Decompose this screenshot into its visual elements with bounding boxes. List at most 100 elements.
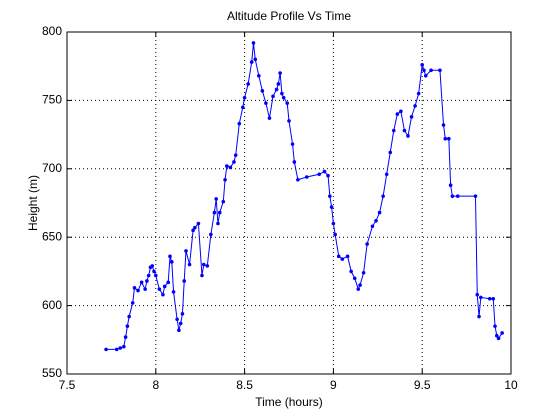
marker xyxy=(494,333,499,338)
marker xyxy=(162,284,167,289)
y-axis-label: Height (m) xyxy=(26,175,40,231)
marker xyxy=(493,324,497,328)
marker xyxy=(168,254,172,259)
marker xyxy=(365,242,369,246)
marker xyxy=(420,63,425,67)
marker xyxy=(422,68,426,73)
marker xyxy=(274,87,279,92)
marker xyxy=(104,347,108,352)
marker xyxy=(455,194,460,198)
x-tick-label: 8.5 xyxy=(236,378,253,392)
marker xyxy=(196,221,201,226)
marker xyxy=(228,165,233,170)
x-axis-label: Time (hours) xyxy=(255,395,323,409)
y-tick-label: 750 xyxy=(42,93,62,107)
marker xyxy=(187,262,192,267)
marker xyxy=(233,153,238,157)
marker xyxy=(356,287,361,291)
x-tick-label: 9.5 xyxy=(414,378,431,392)
marker xyxy=(500,331,504,335)
marker xyxy=(212,210,217,215)
marker xyxy=(200,273,204,278)
marker xyxy=(450,194,455,198)
x-tick-label: 8 xyxy=(152,378,159,392)
marker xyxy=(125,324,130,328)
marker xyxy=(487,296,492,301)
marker xyxy=(118,346,123,350)
marker xyxy=(201,262,206,267)
marker xyxy=(146,273,151,278)
marker xyxy=(257,73,261,78)
marker xyxy=(423,73,428,78)
marker xyxy=(479,295,483,300)
marker xyxy=(438,68,442,73)
marker xyxy=(413,104,417,108)
marker xyxy=(280,91,284,96)
marker xyxy=(329,205,334,209)
marker xyxy=(191,228,195,233)
marker xyxy=(448,183,453,188)
marker xyxy=(225,164,229,168)
marker xyxy=(251,41,256,45)
marker xyxy=(264,101,268,105)
marker xyxy=(429,68,433,73)
marker xyxy=(352,276,357,281)
y-tick-label: 650 xyxy=(42,229,62,243)
marker xyxy=(285,101,290,105)
marker xyxy=(336,254,341,259)
marker xyxy=(496,336,501,341)
x-tick-label: 10 xyxy=(504,378,518,392)
plot-area xyxy=(66,31,512,375)
marker xyxy=(447,136,451,141)
marker xyxy=(177,328,181,333)
y-tick-label: 700 xyxy=(42,161,62,175)
marker xyxy=(246,82,250,86)
marker xyxy=(249,60,254,64)
x-tick-label: 9 xyxy=(330,378,337,392)
marker xyxy=(377,210,382,215)
marker xyxy=(232,160,236,164)
marker xyxy=(161,292,165,297)
marker xyxy=(169,260,174,264)
x-tick-label: 7.5 xyxy=(59,378,76,392)
marker xyxy=(399,109,403,114)
marker xyxy=(145,279,149,283)
marker xyxy=(237,121,242,126)
marker xyxy=(402,128,407,133)
chart-title: Altitude Profile Vs Time xyxy=(227,9,351,23)
marker xyxy=(193,225,197,230)
marker xyxy=(361,270,366,275)
marker xyxy=(322,169,327,174)
marker xyxy=(384,172,389,177)
marker xyxy=(260,89,265,93)
marker xyxy=(287,119,291,123)
marker xyxy=(276,82,281,86)
marker xyxy=(278,71,282,75)
marker xyxy=(205,264,210,268)
marker xyxy=(122,344,126,349)
y-tick-label: 550 xyxy=(42,366,62,380)
marker xyxy=(127,314,131,319)
marker xyxy=(333,232,337,237)
marker xyxy=(241,105,245,110)
marker xyxy=(441,123,446,127)
marker xyxy=(491,296,496,301)
marker xyxy=(223,177,227,182)
marker xyxy=(345,254,350,259)
marker xyxy=(409,115,414,119)
marker xyxy=(130,301,135,305)
marker xyxy=(292,160,297,164)
marker xyxy=(221,199,226,204)
marker xyxy=(349,269,353,274)
marker xyxy=(340,257,345,261)
marker xyxy=(374,218,378,223)
marker xyxy=(114,347,119,352)
marker xyxy=(175,317,179,322)
marker xyxy=(326,173,330,178)
marker xyxy=(475,292,480,297)
marker xyxy=(143,287,147,291)
marker xyxy=(182,279,187,283)
marker xyxy=(253,57,258,62)
marker xyxy=(157,287,162,291)
